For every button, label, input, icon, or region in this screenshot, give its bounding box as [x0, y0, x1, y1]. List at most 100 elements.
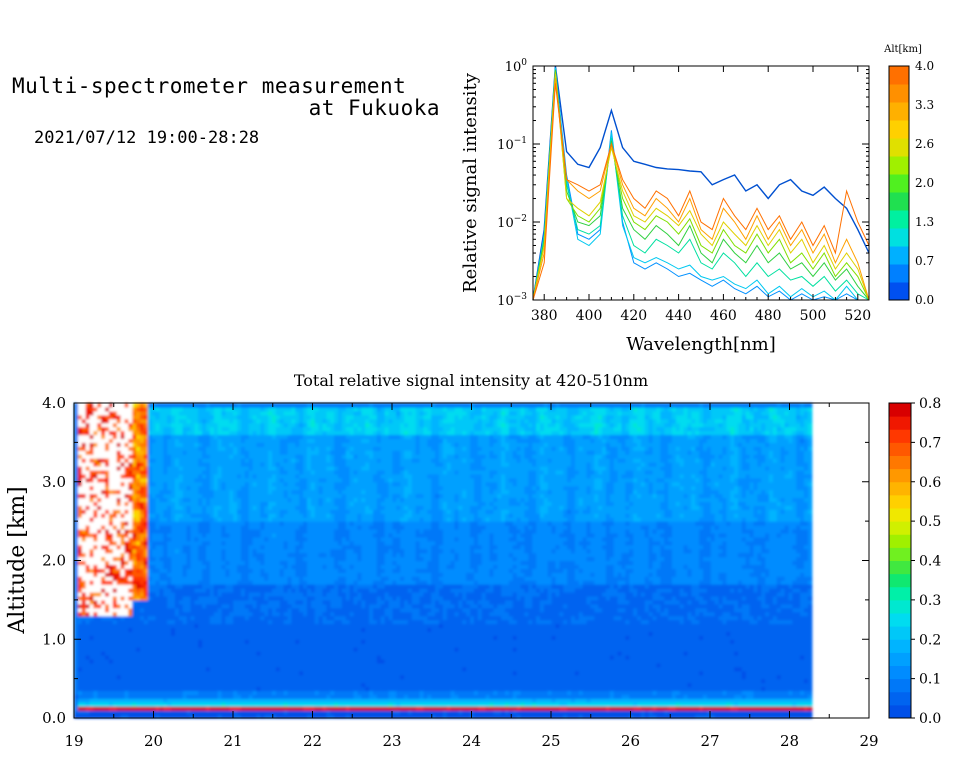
- heatmap-cell: [77, 678, 83, 684]
- heatmap-cell: [143, 639, 149, 644]
- heatmap-cell: [108, 426, 114, 432]
- heatmap-cell: [256, 615, 261, 621]
- heatmap-cell: [299, 454, 304, 459]
- heatmap-cell: [237, 521, 242, 526]
- heatmap-cell: [244, 481, 250, 487]
- heatmap-cell: [182, 418, 188, 424]
- heatmap-cell: [260, 422, 265, 428]
- heatmap-cell: [260, 414, 265, 420]
- heatmap-cell: [272, 532, 277, 538]
- heatmap-cell: [85, 635, 91, 640]
- heatmap-cell: [237, 438, 242, 443]
- heatmap-cell: [237, 568, 242, 573]
- heatmap-cell: [264, 651, 269, 656]
- heatmap-cell: [120, 450, 126, 455]
- heatmap-cell: [74, 481, 79, 487]
- heatmap-cell: [151, 662, 157, 668]
- heatmap-cell: [85, 462, 91, 467]
- heatmap-cell: [268, 469, 273, 475]
- heatmap-cell: [116, 548, 122, 554]
- heatmap-cell: [213, 540, 219, 546]
- heatmap-cell: [202, 619, 207, 625]
- heatmap-cell: [74, 406, 79, 412]
- heatmap-cell: [233, 576, 238, 581]
- heatmap-cell: [272, 454, 277, 459]
- heatmap-cell: [275, 706, 281, 711]
- heatmap-cell: [128, 603, 133, 609]
- heatmap-cell: [163, 611, 168, 617]
- heatmap-cell: [217, 485, 223, 491]
- heatmap-cell: [186, 710, 192, 715]
- heatmap-cell: [264, 560, 269, 566]
- heatmap-cell: [105, 580, 110, 585]
- heatmap-cell: [206, 595, 211, 601]
- heatmap-cell: [128, 631, 133, 636]
- heatmap-cell: [209, 564, 215, 569]
- heatmap-cell: [81, 635, 87, 640]
- heatmap-cell: [206, 434, 211, 440]
- heatmap-cell: [244, 710, 250, 715]
- heatmap-cell: [128, 454, 133, 459]
- heatmap-cell: [124, 544, 129, 550]
- heatmap-cell: [213, 588, 219, 593]
- spectrum-series-6: [532, 73, 870, 301]
- heatmap-cell: [155, 548, 161, 554]
- heatmap-cell: [264, 682, 269, 688]
- heatmap-cell: [252, 513, 258, 518]
- heatmap-cell: [275, 595, 281, 601]
- heatmap-cell: [248, 438, 254, 443]
- heatmap-cell: [213, 710, 219, 715]
- heatmap-cell: [112, 643, 118, 648]
- heatmap-cell: [151, 548, 157, 554]
- heatmap-cell: [124, 403, 129, 408]
- heatmap-cell: [256, 580, 261, 585]
- heatmap-cell: [244, 595, 250, 601]
- heatmap-cell: [287, 655, 293, 660]
- heatmap-cell: [136, 623, 141, 629]
- heatmap-cell: [97, 485, 102, 491]
- heatmap-cell: [89, 513, 95, 518]
- heatmap-cell: [116, 588, 122, 593]
- heatmap-cell: [190, 564, 195, 569]
- heatmap-cell: [97, 434, 102, 440]
- heatmap-cell: [132, 548, 137, 554]
- heatmap-cell: [155, 406, 161, 412]
- heatmap-cell: [299, 568, 304, 573]
- heatmap-cell: [190, 706, 195, 711]
- heatmap-cell: [198, 536, 203, 542]
- heatmap-cell: [120, 442, 126, 447]
- heatmap-cell: [151, 635, 157, 640]
- heatmap-cell: [248, 422, 254, 428]
- heatmap-cell: [291, 544, 296, 550]
- heatmap-cell: [237, 462, 242, 467]
- heatmap-cell: [74, 682, 79, 688]
- heatmap-cell: [287, 454, 293, 459]
- heatmap-cell: [171, 540, 176, 546]
- heatmap-cell: [287, 603, 293, 609]
- heatmap-cell: [124, 635, 129, 640]
- heatmap-cell: [291, 497, 296, 503]
- heatmap-cell: [163, 473, 168, 479]
- heatmap-cell: [120, 584, 126, 589]
- heatmap-cell: [155, 595, 161, 601]
- heatmap-cell: [275, 552, 281, 558]
- heatmap-cell: [272, 623, 277, 629]
- heatmap-cell: [105, 658, 110, 664]
- heatmap-cell: [167, 603, 172, 609]
- heatmap-cell: [108, 560, 114, 566]
- heatmap-cell: [89, 682, 95, 688]
- heatmap-cell: [202, 643, 207, 648]
- heatmap-cell: [206, 568, 211, 573]
- heatmap-cell: [194, 529, 199, 534]
- heatmap-cell: [136, 639, 141, 644]
- heatmap-cell: [77, 564, 83, 569]
- heatmap-cell: [287, 489, 293, 495]
- heatmap-cell: [140, 403, 145, 408]
- heatmap-cell: [291, 509, 296, 514]
- heatmap-cell: [256, 560, 261, 566]
- heatmap-cell: [124, 572, 129, 577]
- heatmap-cell: [279, 572, 285, 577]
- heatmap-cell: [233, 454, 238, 459]
- heatmap-cell: [244, 670, 250, 676]
- heatmap-cell: [248, 655, 254, 660]
